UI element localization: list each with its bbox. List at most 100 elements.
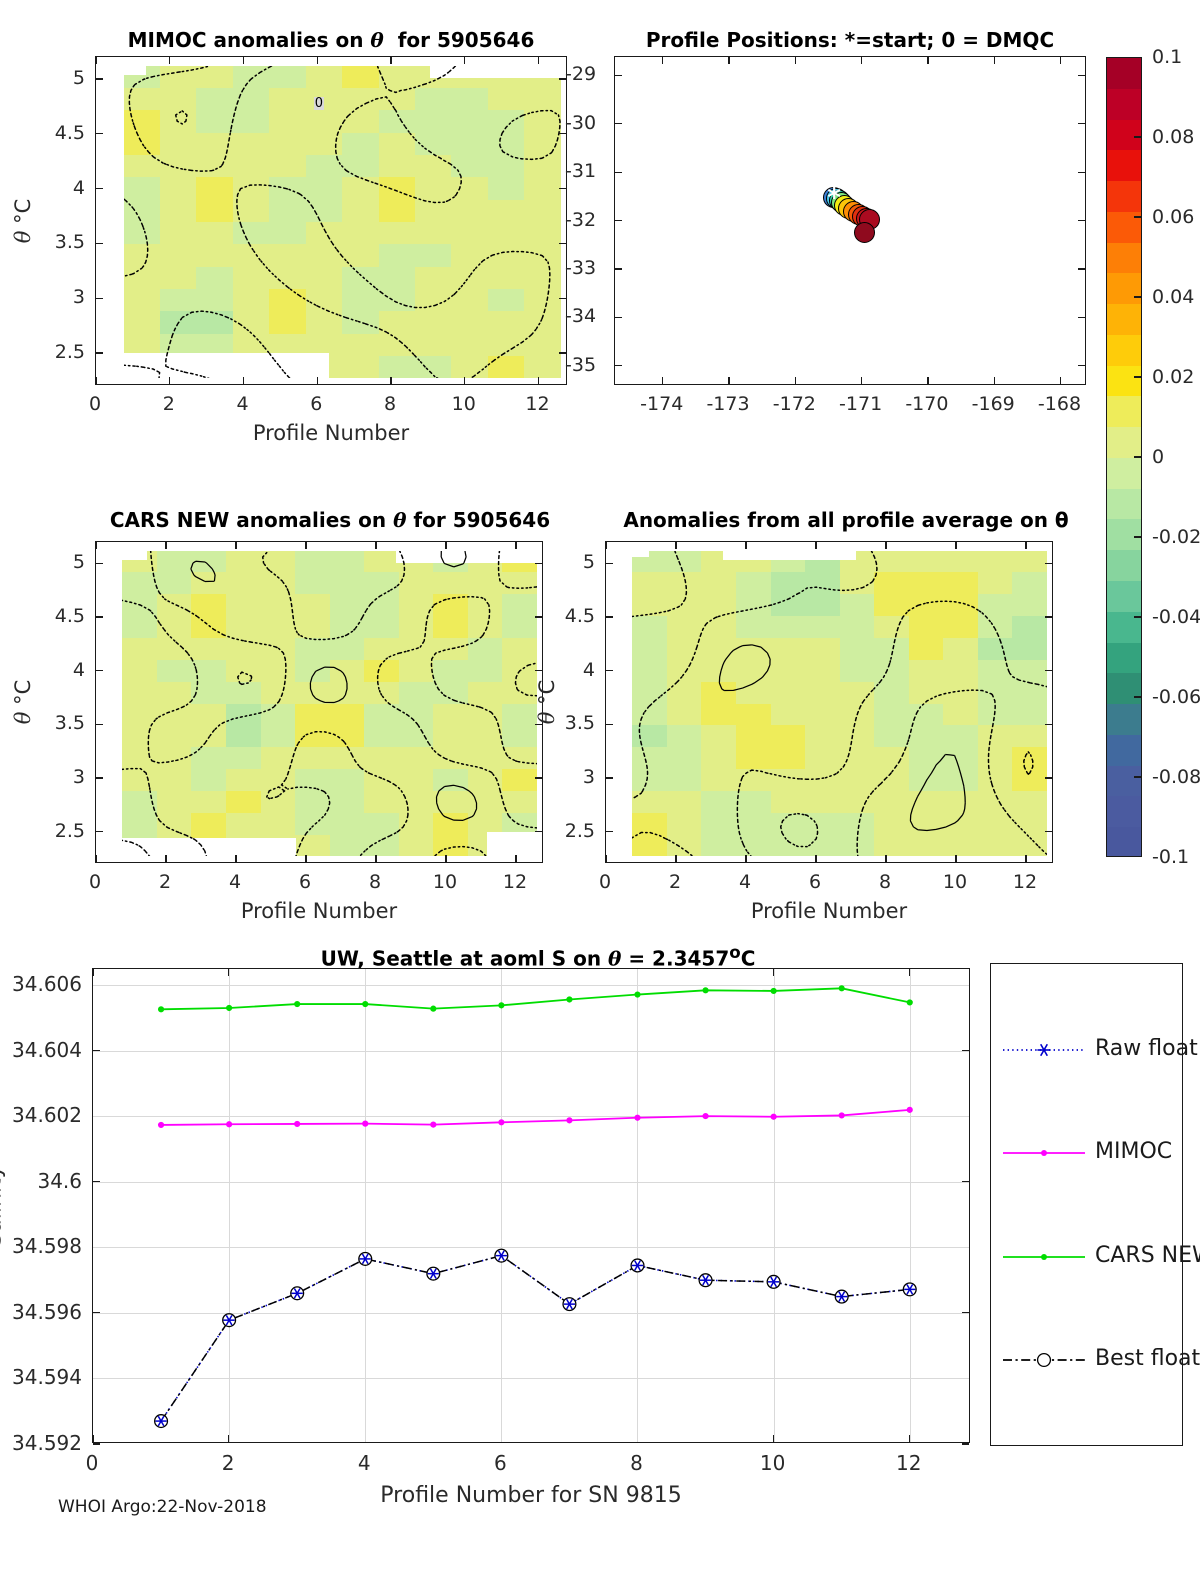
pcolor-cell [467, 572, 503, 595]
pcolor-cell [160, 177, 197, 200]
pcolor-cell [908, 594, 944, 617]
y-tick-label: 4 [582, 658, 595, 681]
pcolor-cell [122, 812, 157, 835]
x-tick-top [860, 57, 863, 64]
pcolor-cell [398, 747, 434, 770]
pcolor-cell [123, 311, 161, 334]
pcolor-grid [123, 65, 561, 379]
gridline-horizontal [93, 1181, 969, 1183]
y-tick [615, 171, 622, 173]
pcolor-cell [414, 266, 452, 289]
pcolor-cell [196, 266, 233, 289]
x-tick-label: 6 [808, 871, 822, 893]
avg_anom-xlabel: Profile Number [750, 899, 908, 923]
pcolor-cell [701, 616, 736, 638]
pcolor-cell [770, 616, 806, 638]
pcolor-cell [524, 199, 561, 223]
pcolor-cell [943, 769, 978, 791]
pcolor-cell [191, 659, 226, 682]
legend-item[interactable]: Best float [991, 1339, 1200, 1379]
pcolor-cell [632, 637, 667, 660]
pcolor-cell [364, 659, 399, 682]
pcolor-cell [433, 572, 468, 595]
pcolor-cell [269, 222, 306, 245]
legend-label: Best float [1095, 1346, 1200, 1371]
pcolor-cell [260, 812, 296, 835]
pcolor-cell [123, 88, 161, 111]
x-tick-label: 10 [451, 393, 476, 415]
pcolor-cell [398, 681, 434, 704]
salinity-ylabel: Salinity [0, 1164, 7, 1247]
y-tick-label: 34.596 [12, 1299, 82, 1324]
colorbar-segment [1107, 334, 1141, 366]
pcolor-cell [735, 769, 771, 791]
pcolor-cell [433, 747, 468, 770]
pcolor-cell [378, 244, 415, 267]
x-tick-label: 6 [298, 871, 312, 893]
y-tick [615, 219, 622, 222]
pcolor-cell [632, 834, 667, 857]
x-tick-top [1025, 542, 1027, 549]
legend-item[interactable]: Raw float [991, 1029, 1198, 1069]
missing-data-patch [487, 831, 537, 857]
pcolor-cell [632, 790, 667, 813]
pcolor-cell [414, 177, 452, 200]
x-tick [885, 855, 887, 862]
pcolor-cell [487, 88, 525, 111]
pcolor-cell [329, 659, 365, 682]
x-tick-label: 0 [598, 871, 612, 893]
missing-data-patch [429, 65, 561, 79]
pcolor-cell [908, 659, 944, 682]
x-tick-top [445, 542, 447, 549]
pcolor-cell [305, 65, 343, 89]
pcolor-cell [977, 659, 1013, 682]
y-tick [606, 777, 613, 779]
pcolor-cell [414, 155, 452, 178]
x-tick [95, 377, 97, 384]
pcolor-cell [122, 616, 157, 638]
pcolor-cell [1012, 812, 1047, 835]
legend-line-sample [1003, 1150, 1085, 1156]
pcolor-cell [123, 333, 161, 356]
gridline-horizontal [93, 1116, 969, 1118]
pcolor-cell [225, 594, 261, 617]
pcolor-cell [295, 812, 330, 835]
pcolor-cell [632, 594, 667, 617]
y-tick-label: 4 [72, 658, 85, 681]
colorbar-tick-label: 0.04 [1152, 286, 1195, 308]
x-tick-label: 12 [525, 393, 550, 415]
pcolor-cell [874, 812, 909, 835]
colorbar-tick-label: 0.02 [1152, 366, 1195, 388]
pcolor-cell [805, 681, 840, 704]
y-tick [535, 616, 542, 618]
y-tick [1078, 123, 1085, 125]
pcolor-cell [398, 594, 434, 617]
pcolor-cell [156, 637, 192, 660]
legend-label: Raw float [1095, 1036, 1198, 1061]
pcolor-cell [943, 572, 978, 595]
pcolor-cell [225, 747, 261, 770]
gridline-vertical [501, 969, 503, 1442]
pcolor-cell [342, 132, 379, 156]
pcolor-cell [451, 155, 488, 178]
pcolor-cell [701, 725, 736, 748]
y-tick [1078, 171, 1085, 173]
pcolor-cell [735, 616, 771, 638]
legend-item[interactable]: MIMOC [991, 1132, 1182, 1172]
pcolor-cell [232, 132, 270, 156]
avg-panel-title: Anomalies from all profile average on θ [623, 508, 1069, 532]
pcolor-cell [632, 659, 667, 682]
x-tick [860, 377, 863, 384]
pcolor-cell [770, 659, 806, 682]
pcolor-cell [295, 747, 330, 770]
pcolor-cell [305, 311, 343, 334]
pcolor-cell [839, 572, 875, 595]
pcolor-cell [329, 812, 365, 835]
x-tick-label: 2 [162, 393, 175, 415]
pcolor-cell [666, 790, 702, 813]
x-tick [1059, 377, 1062, 384]
pcolor-cell [156, 572, 192, 595]
legend-item[interactable]: CARS NEW [991, 1236, 1200, 1276]
pcolor-cell [1012, 637, 1047, 660]
pcolor-cell [770, 725, 806, 748]
